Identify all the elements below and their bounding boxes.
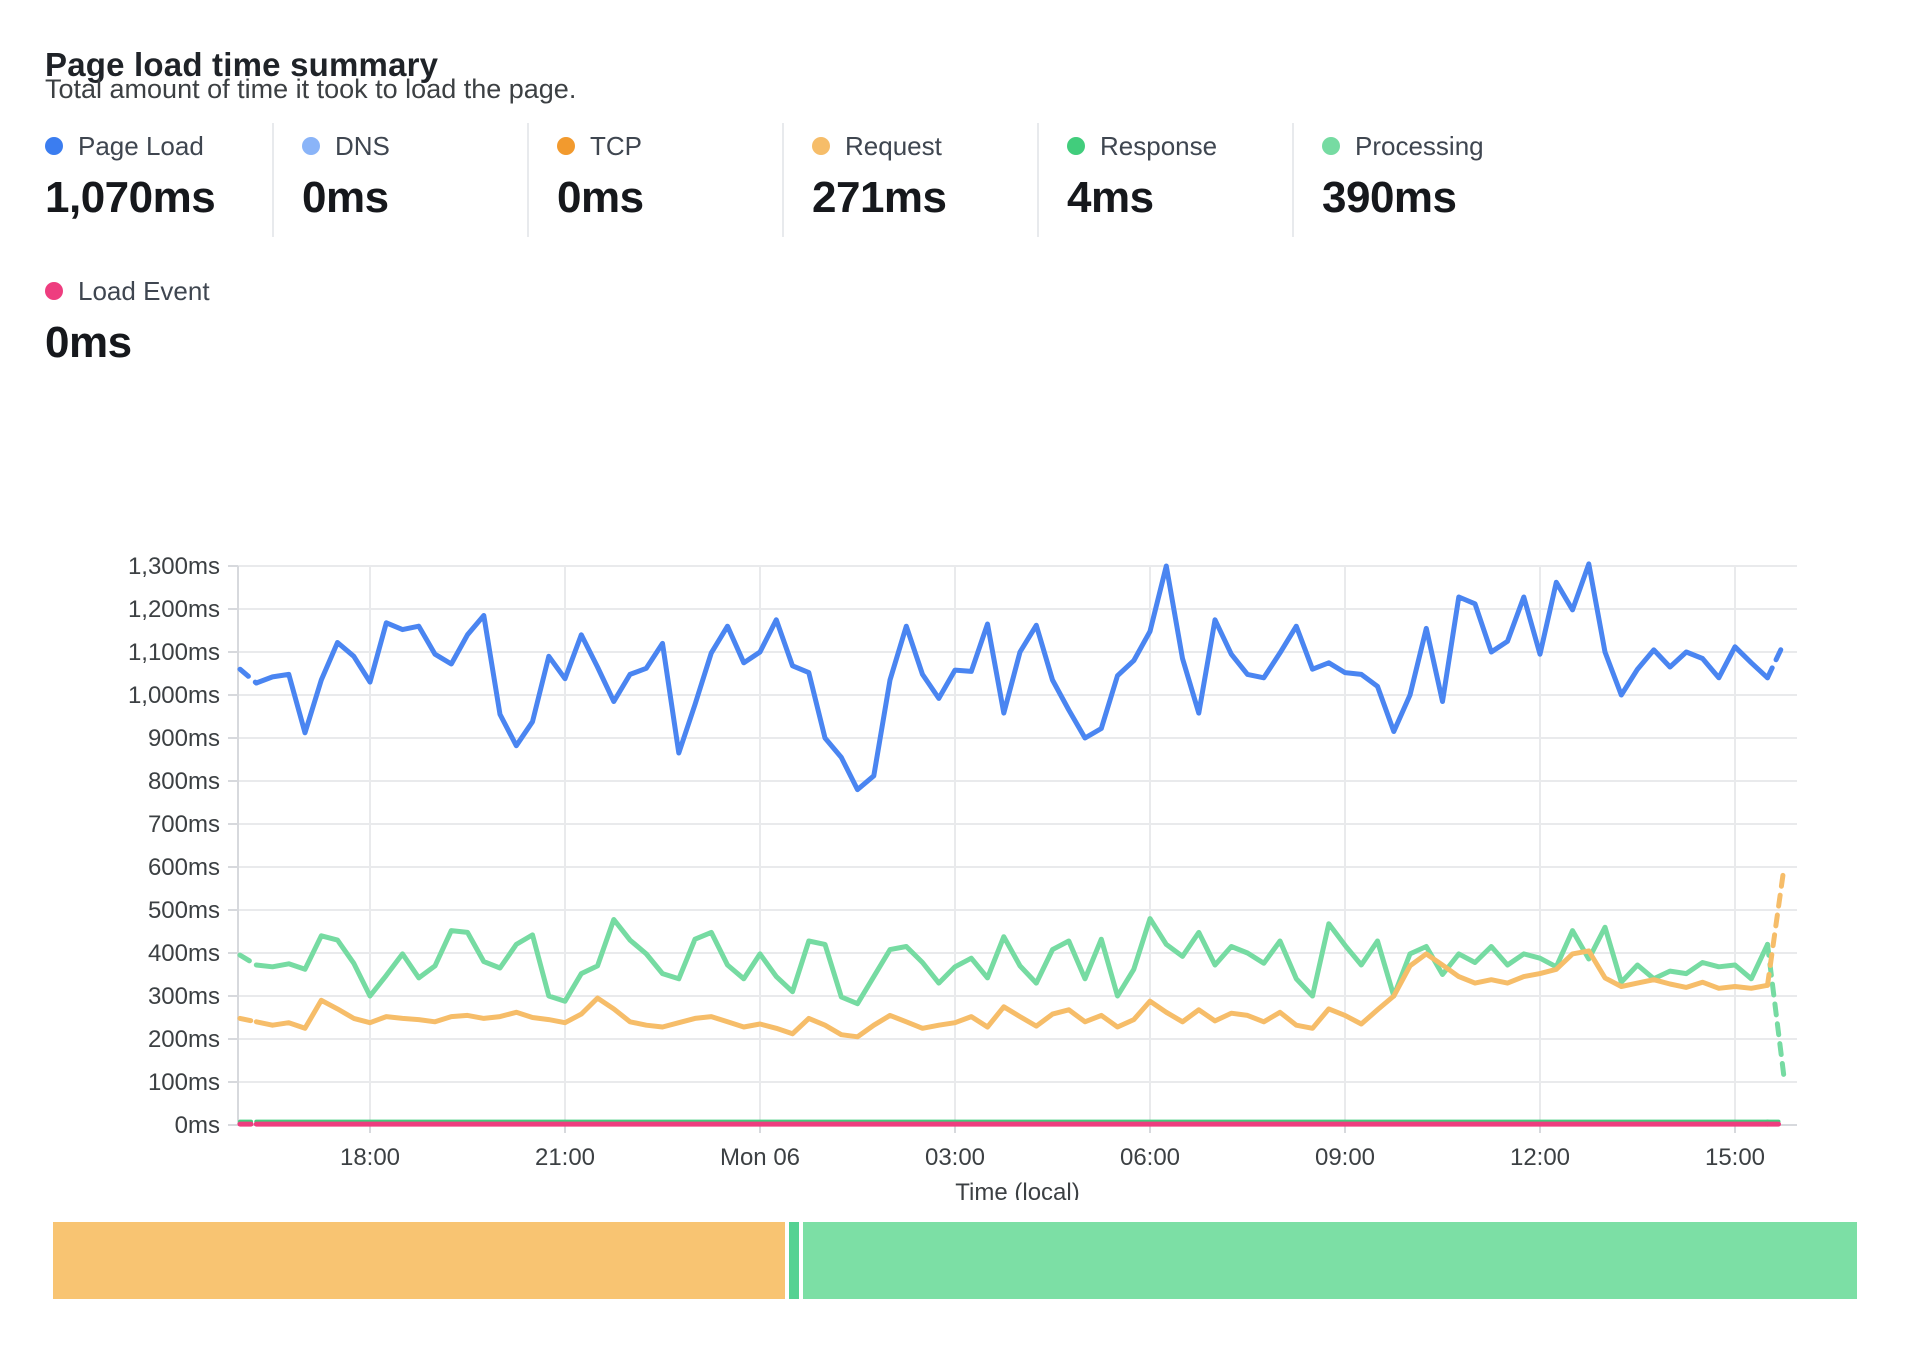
y-axis-label: 900ms	[148, 725, 220, 752]
metric-value: 271ms	[812, 173, 947, 222]
metric-label: Request	[845, 130, 942, 161]
metric-head: Processing	[1322, 129, 1547, 163]
x-axis-label: Mon 06	[720, 1144, 800, 1171]
request-line	[253, 948, 1770, 1040]
page-load-line-lead-dash	[237, 666, 259, 686]
metric-value: 0ms	[45, 318, 132, 367]
x-axis-label: 03:00	[925, 1144, 985, 1171]
metric-head: Request	[812, 129, 1037, 163]
x-axis-label: 15:00	[1705, 1144, 1765, 1171]
brush-divider[interactable]	[789, 1222, 799, 1299]
metric-page-load: Page Load 1,070ms	[45, 123, 272, 237]
y-axis-label: 100ms	[148, 1069, 220, 1096]
y-axis-label: 1,200ms	[128, 596, 220, 623]
load-event-legend-dot-icon	[45, 282, 63, 300]
page-load-legend-dot-icon	[45, 137, 63, 155]
brush-gap[interactable]	[799, 1222, 803, 1299]
x-axis-label: 09:00	[1315, 1144, 1375, 1171]
metric-processing: Processing 390ms	[1292, 123, 1547, 237]
metric-head: DNS	[302, 129, 527, 163]
metric-dns: DNS 0ms	[272, 123, 527, 237]
page-title: Page load time summary	[45, 46, 439, 84]
x-axis-label: 21:00	[535, 1144, 595, 1171]
page-load-line-tail-dash	[1765, 640, 1787, 681]
metrics-summary-row: Page Load 1,070ms DNS 0ms TCP 0ms Request 271ms…	[45, 123, 1547, 237]
processing-legend-dot-icon	[1322, 137, 1340, 155]
metric-head: Page Load	[45, 129, 272, 163]
metric-load-event: Load Event 0ms	[45, 268, 272, 368]
time-range-brush[interactable]	[53, 1222, 1857, 1299]
brush-request-span[interactable]	[53, 1222, 785, 1299]
metric-head: Response	[1067, 129, 1292, 163]
metric-label: DNS	[335, 130, 390, 161]
request-line-lead-dash	[237, 1015, 259, 1025]
metric-label: TCP	[590, 130, 642, 161]
metric-label: Response	[1100, 130, 1218, 161]
y-axis-label: 700ms	[148, 811, 220, 838]
response-legend-dot-icon	[1067, 137, 1085, 155]
y-axis-label: 200ms	[148, 1026, 220, 1053]
y-axis-label: 400ms	[148, 940, 220, 967]
x-axis-label: 18:00	[340, 1144, 400, 1171]
metric-tcp: TCP 0ms	[527, 123, 782, 237]
y-axis-label: 500ms	[148, 897, 220, 924]
y-axis-label: 800ms	[148, 768, 220, 795]
page-load-line	[253, 561, 1770, 793]
y-axis-label: 300ms	[148, 983, 220, 1010]
brush-gap[interactable]	[785, 1222, 789, 1299]
y-axis-label: 600ms	[148, 854, 220, 881]
metric-value: 4ms	[1067, 173, 1154, 222]
metric-value: 0ms	[557, 173, 644, 222]
y-axis-label: 1,000ms	[128, 682, 220, 709]
dns-legend-dot-icon	[302, 137, 320, 155]
metric-head: Load Event	[45, 274, 272, 308]
request-line-tail-dash	[1765, 866, 1787, 988]
request-legend-dot-icon	[812, 137, 830, 155]
brush-processing-span[interactable]	[803, 1222, 1857, 1299]
tcp-legend-dot-icon	[557, 137, 575, 155]
metric-head: TCP	[557, 129, 782, 163]
metric-label: Load Event	[78, 275, 210, 306]
x-axis-title: Time (local)	[955, 1179, 1079, 1200]
y-axis-label: 1,100ms	[128, 639, 220, 666]
y-axis-label: 1,300ms	[128, 553, 220, 580]
metric-value: 1,070ms	[45, 173, 216, 222]
x-axis-label: 12:00	[1510, 1144, 1570, 1171]
processing-line	[253, 916, 1770, 1007]
metric-label: Page Load	[78, 130, 204, 161]
processing-line-lead-dash	[237, 952, 259, 968]
load-time-line-chart[interactable]: 0ms 100ms 200ms 300ms 400ms 500ms 600ms 700ms 80…	[0, 440, 1910, 1200]
metric-value: 390ms	[1322, 173, 1457, 222]
x-axis-label: 06:00	[1120, 1144, 1180, 1171]
metrics-summary-row-2: Load Event 0ms	[45, 268, 272, 428]
metric-request: Request 271ms	[782, 123, 1037, 237]
metric-value: 0ms	[302, 173, 389, 222]
metric-response: Response 4ms	[1037, 123, 1292, 237]
page-subtitle: Total amount of time it took to load the…	[45, 74, 577, 104]
y-axis-label: 0ms	[175, 1112, 220, 1139]
metric-label: Processing	[1355, 130, 1484, 161]
